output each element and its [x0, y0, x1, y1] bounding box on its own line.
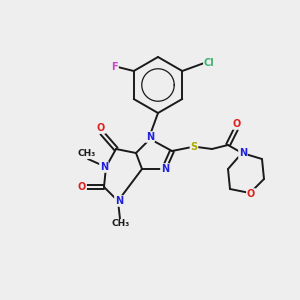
Text: O: O — [247, 189, 255, 199]
Text: N: N — [161, 164, 169, 174]
Text: O: O — [78, 182, 86, 192]
Text: CH₃: CH₃ — [112, 220, 130, 229]
Text: O: O — [97, 123, 105, 133]
Text: N: N — [239, 148, 247, 158]
Text: CH₃: CH₃ — [78, 149, 96, 158]
Text: O: O — [233, 119, 241, 129]
Text: Cl: Cl — [204, 58, 214, 68]
Text: N: N — [115, 196, 123, 206]
Text: N: N — [100, 162, 108, 172]
Text: N: N — [146, 132, 154, 142]
Text: S: S — [190, 142, 198, 152]
Text: F: F — [111, 62, 118, 72]
